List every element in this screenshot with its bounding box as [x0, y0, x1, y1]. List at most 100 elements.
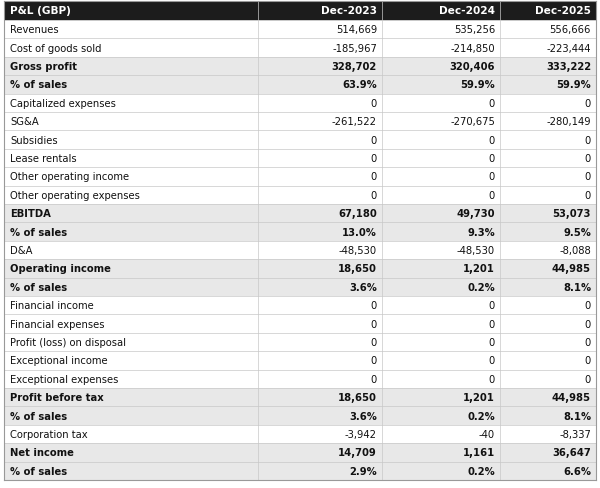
- Text: 0: 0: [371, 356, 377, 366]
- Text: 0: 0: [585, 135, 591, 145]
- Bar: [4, 351, 596, 370]
- Text: Gross profit: Gross profit: [10, 62, 77, 72]
- Text: 0: 0: [371, 374, 377, 384]
- Text: 0: 0: [371, 154, 377, 163]
- Text: 0: 0: [489, 337, 495, 347]
- Text: Cost of goods sold: Cost of goods sold: [10, 43, 101, 54]
- Bar: [4, 94, 596, 113]
- Text: 0: 0: [585, 337, 591, 347]
- Text: Other operating income: Other operating income: [10, 172, 129, 182]
- Text: 8.1%: 8.1%: [563, 411, 591, 421]
- Text: Other operating expenses: Other operating expenses: [10, 190, 140, 201]
- Text: Financial income: Financial income: [10, 301, 94, 310]
- Text: 0: 0: [585, 374, 591, 384]
- Text: 6.6%: 6.6%: [563, 466, 591, 476]
- Text: 0: 0: [489, 172, 495, 182]
- Bar: [4, 407, 596, 425]
- Bar: [4, 40, 596, 58]
- Bar: [4, 76, 596, 94]
- Text: 3.6%: 3.6%: [349, 411, 377, 421]
- Text: 0: 0: [585, 154, 591, 163]
- Text: 0: 0: [585, 99, 591, 108]
- Text: 44,985: 44,985: [552, 264, 591, 274]
- Text: 0: 0: [585, 356, 591, 366]
- Text: Exceptional income: Exceptional income: [10, 356, 107, 366]
- Text: 9.5%: 9.5%: [563, 227, 591, 237]
- Text: 535,256: 535,256: [454, 25, 495, 35]
- Text: 328,702: 328,702: [332, 62, 377, 72]
- Text: 0: 0: [371, 337, 377, 347]
- Text: Dec-2023: Dec-2023: [321, 6, 377, 17]
- Bar: [4, 2, 596, 21]
- Text: Net income: Net income: [10, 447, 74, 457]
- Text: 59.9%: 59.9%: [556, 80, 591, 90]
- Bar: [4, 241, 596, 260]
- Bar: [4, 131, 596, 149]
- Text: -8,088: -8,088: [559, 245, 591, 256]
- Text: % of sales: % of sales: [10, 466, 67, 476]
- Bar: [4, 168, 596, 186]
- Text: Subsidies: Subsidies: [10, 135, 58, 145]
- Text: 2.9%: 2.9%: [349, 466, 377, 476]
- Text: 63.9%: 63.9%: [342, 80, 377, 90]
- Text: 44,985: 44,985: [552, 392, 591, 403]
- Text: -223,444: -223,444: [547, 43, 591, 54]
- Text: -270,675: -270,675: [450, 117, 495, 127]
- Bar: [4, 204, 596, 223]
- Text: % of sales: % of sales: [10, 80, 67, 90]
- Text: 13.0%: 13.0%: [342, 227, 377, 237]
- Text: Dec-2025: Dec-2025: [535, 6, 591, 17]
- Text: 14,709: 14,709: [338, 447, 377, 457]
- Bar: [4, 113, 596, 131]
- Text: Revenues: Revenues: [10, 25, 59, 35]
- Bar: [4, 278, 596, 296]
- Text: 18,650: 18,650: [338, 264, 377, 274]
- Text: 1,161: 1,161: [463, 447, 495, 457]
- Text: 0: 0: [489, 135, 495, 145]
- Text: Financial expenses: Financial expenses: [10, 319, 104, 329]
- Text: 0: 0: [585, 172, 591, 182]
- Text: 0: 0: [371, 319, 377, 329]
- Text: -280,149: -280,149: [547, 117, 591, 127]
- Text: 514,669: 514,669: [336, 25, 377, 35]
- Text: 1,201: 1,201: [463, 392, 495, 403]
- Bar: [4, 370, 596, 388]
- Text: Operating income: Operating income: [10, 264, 111, 274]
- Bar: [4, 260, 596, 278]
- Text: 0.2%: 0.2%: [467, 282, 495, 292]
- Text: 0: 0: [489, 356, 495, 366]
- Bar: [4, 186, 596, 204]
- Bar: [4, 388, 596, 407]
- Bar: [4, 296, 596, 315]
- Text: SG&A: SG&A: [10, 117, 39, 127]
- Text: 0: 0: [489, 190, 495, 201]
- Bar: [4, 315, 596, 333]
- Text: 0.2%: 0.2%: [467, 466, 495, 476]
- Text: -3,942: -3,942: [345, 429, 377, 439]
- Text: 0.2%: 0.2%: [467, 411, 495, 421]
- Text: % of sales: % of sales: [10, 411, 67, 421]
- Text: Corporation tax: Corporation tax: [10, 429, 88, 439]
- Text: 0: 0: [489, 319, 495, 329]
- Text: D&A: D&A: [10, 245, 32, 256]
- Text: -40: -40: [479, 429, 495, 439]
- Text: Lease rentals: Lease rentals: [10, 154, 77, 163]
- Text: 333,222: 333,222: [546, 62, 591, 72]
- Text: P&L (GBP): P&L (GBP): [10, 6, 71, 17]
- Text: 0: 0: [585, 190, 591, 201]
- Text: -48,530: -48,530: [457, 245, 495, 256]
- Bar: [4, 462, 596, 480]
- Text: EBITDA: EBITDA: [10, 209, 51, 219]
- Bar: [4, 443, 596, 462]
- Text: 0: 0: [371, 190, 377, 201]
- Text: Capitalized expenses: Capitalized expenses: [10, 99, 116, 108]
- Text: 49,730: 49,730: [457, 209, 495, 219]
- Text: Profit (loss) on disposal: Profit (loss) on disposal: [10, 337, 126, 347]
- Text: -261,522: -261,522: [332, 117, 377, 127]
- Text: 53,073: 53,073: [553, 209, 591, 219]
- Bar: [4, 425, 596, 443]
- Text: 0: 0: [371, 301, 377, 310]
- Text: 36,647: 36,647: [552, 447, 591, 457]
- Text: 0: 0: [585, 301, 591, 310]
- Text: 0: 0: [371, 172, 377, 182]
